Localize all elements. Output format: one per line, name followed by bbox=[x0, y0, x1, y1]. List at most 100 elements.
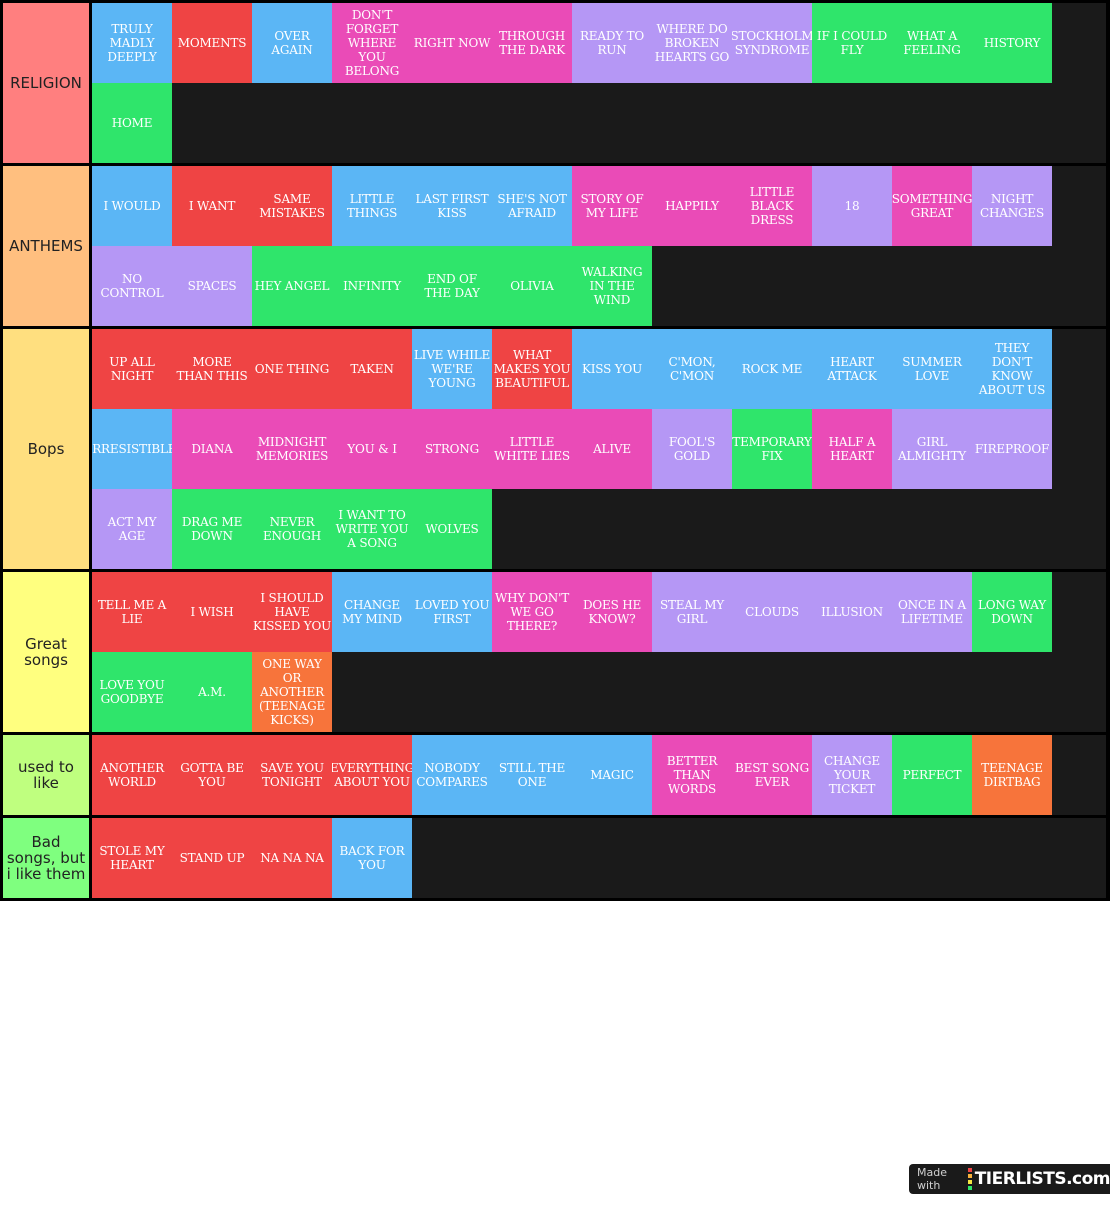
song-item[interactable]: HEY ANGEL bbox=[252, 246, 332, 326]
song-item[interactable]: OVER AGAIN bbox=[252, 3, 332, 83]
song-item[interactable]: I WISH bbox=[172, 572, 252, 652]
song-item[interactable]: I WANT TO WRITE YOU A SONG bbox=[332, 489, 412, 569]
song-item[interactable]: KISS YOU bbox=[572, 329, 652, 409]
song-item[interactable]: BETTER THAN WORDS bbox=[652, 735, 732, 815]
song-item[interactable]: STORY OF MY LIFE bbox=[572, 166, 652, 246]
tier-label[interactable]: Bad songs, but i like them bbox=[3, 818, 89, 898]
song-item[interactable]: ILLUSION bbox=[812, 572, 892, 652]
song-item[interactable]: HALF A HEART bbox=[812, 409, 892, 489]
made-with-badge[interactable]: Made with TIERLISTS.com bbox=[909, 1164, 1110, 1194]
song-item[interactable]: ALIVE bbox=[572, 409, 652, 489]
song-item[interactable]: CHANGE MY MIND bbox=[332, 572, 412, 652]
song-item[interactable]: STRONG bbox=[412, 409, 492, 489]
song-item[interactable]: I WANT bbox=[172, 166, 252, 246]
song-item[interactable]: TEMPORARY FIX bbox=[732, 409, 812, 489]
song-item[interactable]: CHANGE YOUR TICKET bbox=[812, 735, 892, 815]
song-item[interactable]: DOES HE KNOW? bbox=[572, 572, 652, 652]
song-item[interactable]: GOTTA BE YOU bbox=[172, 735, 252, 815]
song-item[interactable]: STILL THE ONE bbox=[492, 735, 572, 815]
song-item[interactable]: STOLE MY HEART bbox=[92, 818, 172, 898]
song-item[interactable]: SOMETHING GREAT bbox=[892, 166, 972, 246]
song-item[interactable]: WHERE DO BROKEN HEARTS GO bbox=[652, 3, 732, 83]
song-item[interactable]: 18 bbox=[812, 166, 892, 246]
song-item[interactable]: WALKING IN THE WIND bbox=[572, 246, 652, 326]
song-item[interactable]: OLIVIA bbox=[492, 246, 572, 326]
song-item[interactable]: WHAT A FEELING bbox=[892, 3, 972, 83]
song-item[interactable]: HEART ATTACK bbox=[812, 329, 892, 409]
song-item[interactable]: MORE THAN THIS bbox=[172, 329, 252, 409]
song-item[interactable]: LIVE WHILE WE'RE YOUNG bbox=[412, 329, 492, 409]
song-item[interactable]: MAGIC bbox=[572, 735, 652, 815]
song-item[interactable]: TAKEN bbox=[332, 329, 412, 409]
song-item[interactable]: A.M. bbox=[172, 652, 252, 732]
song-item[interactable]: NEVER ENOUGH bbox=[252, 489, 332, 569]
song-item[interactable]: PERFECT bbox=[892, 735, 972, 815]
song-item[interactable]: END OF THE DAY bbox=[412, 246, 492, 326]
song-item[interactable]: ONCE IN A LIFETIME bbox=[892, 572, 972, 652]
song-item[interactable]: LOVED YOU FIRST bbox=[412, 572, 492, 652]
song-item[interactable]: THROUGH THE DARK bbox=[492, 3, 572, 83]
tier-label[interactable]: RELIGION bbox=[3, 3, 89, 163]
song-item[interactable]: ACT MY AGE bbox=[92, 489, 172, 569]
song-item[interactable]: FOOL'S GOLD bbox=[652, 409, 732, 489]
song-item[interactable]: READY TO RUN bbox=[572, 3, 652, 83]
song-item[interactable]: ANOTHER WORLD bbox=[92, 735, 172, 815]
song-item[interactable]: WHAT MAKES YOU BEAUTIFUL bbox=[492, 329, 572, 409]
song-item[interactable]: ONE THING bbox=[252, 329, 332, 409]
song-item[interactable]: LAST FIRST KISS bbox=[412, 166, 492, 246]
song-item[interactable]: LITTLE BLACK DRESS bbox=[732, 166, 812, 246]
song-item[interactable]: UP ALL NIGHT bbox=[92, 329, 172, 409]
song-item[interactable]: SHE'S NOT AFRAID bbox=[492, 166, 572, 246]
song-item[interactable]: THEY DON'T KNOW ABOUT US bbox=[972, 329, 1052, 409]
song-item[interactable]: HOME bbox=[92, 83, 172, 163]
song-item[interactable]: C'MON, C'MON bbox=[652, 329, 732, 409]
song-item[interactable]: YOU & I bbox=[332, 409, 412, 489]
tier-items: UP ALL NIGHT MORE THAN THIS ONE THING TAKEN… bbox=[92, 329, 1106, 569]
song-item[interactable]: NO CONTROL bbox=[92, 246, 172, 326]
song-item[interactable]: SAME MISTAKES bbox=[252, 166, 332, 246]
song-item[interactable]: DON'T FORGET WHERE YOU BELONG bbox=[332, 3, 412, 83]
song-item[interactable]: ONE WAY OR ANOTHER (TEENAGE KICKS) bbox=[252, 652, 332, 732]
tier-label[interactable]: Great songs bbox=[3, 572, 89, 732]
song-item[interactable]: WOLVES bbox=[412, 489, 492, 569]
song-item[interactable]: LOVE YOU GOODBYE bbox=[92, 652, 172, 732]
song-item[interactable]: FIREPROOF bbox=[972, 409, 1052, 489]
song-item[interactable]: DRAG ME DOWN bbox=[172, 489, 252, 569]
song-item[interactable]: INFINITY bbox=[332, 246, 412, 326]
song-item[interactable]: DIANA bbox=[172, 409, 252, 489]
song-item[interactable]: MIDNIGHT MEMORIES bbox=[252, 409, 332, 489]
tier-label[interactable]: ANTHEMS bbox=[3, 166, 89, 326]
song-item[interactable]: HISTORY bbox=[972, 3, 1052, 83]
song-item[interactable]: STOCKHOLM SYNDROME bbox=[732, 3, 812, 83]
song-item[interactable]: STEAL MY GIRL bbox=[652, 572, 732, 652]
song-item[interactable]: I WOULD bbox=[92, 166, 172, 246]
tier-label[interactable]: Bops bbox=[3, 329, 89, 569]
song-item[interactable]: WHY DON'T WE GO THERE? bbox=[492, 572, 572, 652]
song-item[interactable]: TEENAGE DIRTBAG bbox=[972, 735, 1052, 815]
song-item[interactable]: LITTLE WHITE LIES bbox=[492, 409, 572, 489]
song-item[interactable]: NA NA NA bbox=[252, 818, 332, 898]
song-item[interactable]: LITTLE THINGS bbox=[332, 166, 412, 246]
song-item[interactable]: ROCK ME bbox=[732, 329, 812, 409]
song-item[interactable]: CLOUDS bbox=[732, 572, 812, 652]
song-item[interactable]: STAND UP bbox=[172, 818, 252, 898]
song-item[interactable]: BEST SONG EVER bbox=[732, 735, 812, 815]
song-item[interactable]: TRULY MADLY DEEPLY bbox=[92, 3, 172, 83]
song-item[interactable]: LONG WAY DOWN bbox=[972, 572, 1052, 652]
song-item[interactable]: SPACES bbox=[172, 246, 252, 326]
song-item[interactable]: MOMENTS bbox=[172, 3, 252, 83]
tier-label[interactable]: used to like bbox=[3, 735, 89, 815]
song-item[interactable]: I SHOULD HAVE KISSED YOU bbox=[252, 572, 332, 652]
song-item[interactable]: TELL ME A LIE bbox=[92, 572, 172, 652]
song-item[interactable]: EVERYTHING ABOUT YOU bbox=[332, 735, 412, 815]
song-item[interactable]: SAVE YOU TONIGHT bbox=[252, 735, 332, 815]
song-item[interactable]: NOBODY COMPARES bbox=[412, 735, 492, 815]
song-item[interactable]: NIGHT CHANGES bbox=[972, 166, 1052, 246]
song-item[interactable]: HAPPILY bbox=[652, 166, 732, 246]
song-item[interactable]: IF I COULD FLY bbox=[812, 3, 892, 83]
song-item[interactable]: GIRL ALMIGHTY bbox=[892, 409, 972, 489]
song-item[interactable]: SUMMER LOVE bbox=[892, 329, 972, 409]
song-item[interactable]: RIGHT NOW bbox=[412, 3, 492, 83]
song-item[interactable]: BACK FOR YOU bbox=[332, 818, 412, 898]
song-item[interactable]: IRRESISTIBLE bbox=[92, 409, 172, 489]
